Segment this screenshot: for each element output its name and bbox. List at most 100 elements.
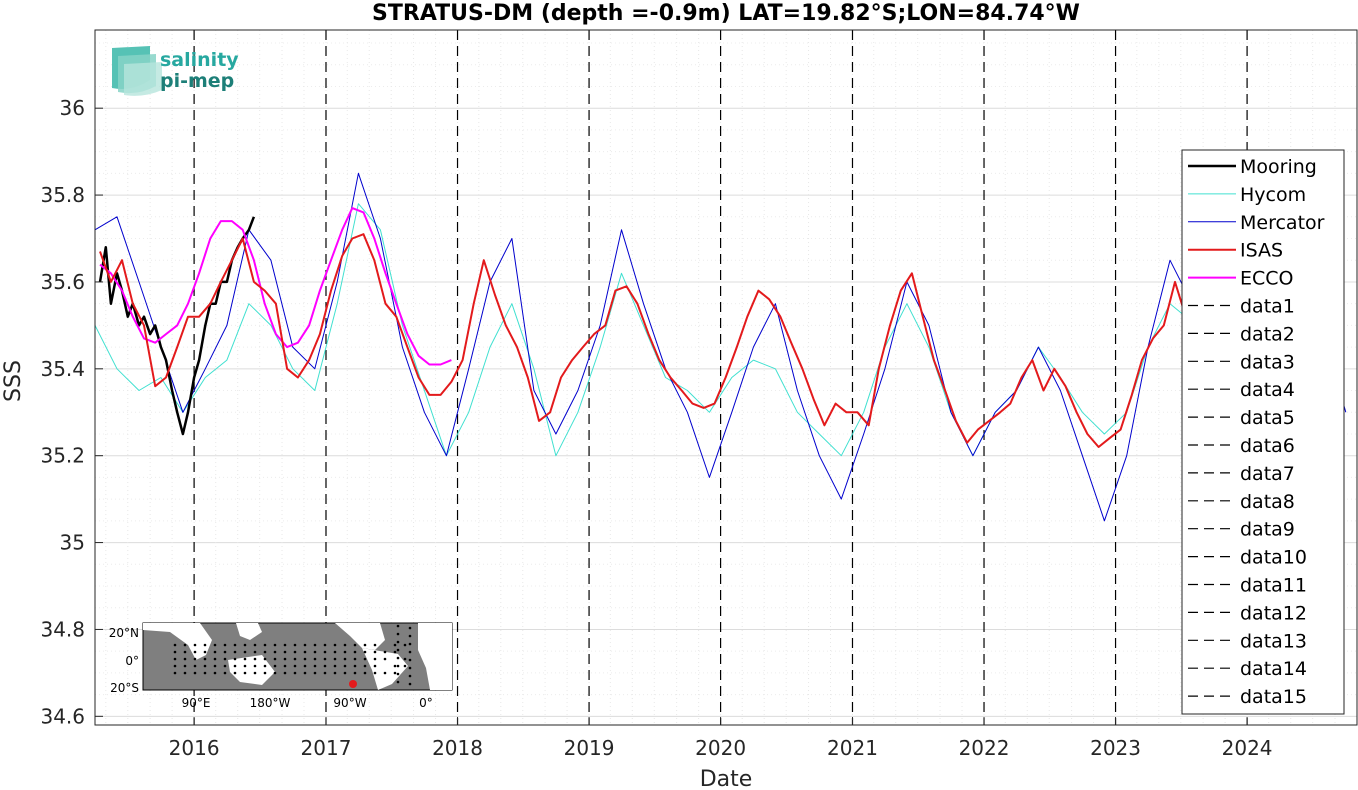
inset-dot	[383, 650, 387, 654]
logo-text-salinity: salinity	[160, 49, 239, 71]
inset-dot	[253, 650, 257, 654]
inset-dot	[363, 671, 367, 675]
inset-lat-label: 0°	[125, 654, 139, 668]
inset-dot	[323, 664, 327, 668]
inset-dot	[403, 664, 407, 668]
inset-dot	[323, 643, 327, 647]
inset-dot	[233, 671, 237, 675]
legend-label: Mooring	[1240, 156, 1317, 178]
inset-dot	[396, 656, 400, 660]
inset-dot	[183, 650, 187, 654]
inset-dot	[223, 643, 227, 647]
inset-dot	[293, 657, 297, 661]
inset-dot	[373, 671, 377, 675]
inset-dot	[273, 664, 277, 668]
inset-dot	[173, 657, 177, 661]
inset-dot	[193, 657, 197, 661]
inset-dot	[283, 657, 287, 661]
inset-dot	[396, 680, 400, 684]
inset-dot	[396, 632, 400, 636]
inset-dot	[313, 657, 317, 661]
inset-dot	[313, 671, 317, 675]
inset-dot	[408, 626, 412, 630]
inset-dot	[243, 664, 247, 668]
legend-label: data4	[1240, 379, 1295, 401]
inset-dot	[253, 671, 257, 675]
inset-dot	[408, 666, 412, 670]
inset-dot	[193, 664, 197, 668]
inset-dot	[293, 664, 297, 668]
inset-land-americas	[335, 623, 385, 650]
legend-label: data9	[1240, 519, 1295, 541]
inset-dot	[243, 643, 247, 647]
inset-dot	[233, 643, 237, 647]
logo-text-pi-mep: pi-mep	[160, 70, 234, 92]
inset-land-africa	[418, 623, 452, 690]
inset-dot	[243, 650, 247, 654]
inset-dot	[303, 671, 307, 675]
inset-dot	[193, 643, 197, 647]
inset-dot	[273, 650, 277, 654]
inset-dot	[343, 643, 347, 647]
inset-dot	[353, 643, 357, 647]
inset-dot	[393, 664, 397, 668]
inset-dot	[263, 643, 267, 647]
legend-label: data14	[1240, 658, 1307, 680]
legend-label: data5	[1240, 407, 1295, 429]
y-axis-label: SSS	[1, 360, 26, 402]
inset-dot	[203, 657, 207, 661]
x-tick-label: 2017	[301, 736, 352, 760]
inset-dot	[183, 657, 187, 661]
series-line-isas	[99, 233, 1187, 448]
y-tick-label: 35.8	[40, 183, 85, 207]
legend-label: data10	[1240, 547, 1307, 569]
inset-dot	[253, 643, 257, 647]
inset-dot	[263, 650, 267, 654]
inset-dot	[333, 650, 337, 654]
inset-dot	[203, 643, 207, 647]
inset-dot	[283, 650, 287, 654]
series-line-mooring	[98, 216, 256, 436]
plot-frame	[94, 29, 1358, 726]
inset-dot	[303, 664, 307, 668]
vertical-year-lines	[193, 30, 1248, 725]
legend-label: data12	[1240, 602, 1307, 624]
inset-dot	[253, 657, 257, 661]
inset-dot	[193, 650, 197, 654]
inset-dot	[313, 643, 317, 647]
inset-dot	[243, 671, 247, 675]
inset-dot	[253, 664, 257, 668]
inset-dot	[343, 650, 347, 654]
inset-dot	[373, 650, 377, 654]
legend-label: data11	[1240, 575, 1307, 597]
inset-dot	[373, 664, 377, 668]
legend-label: data8	[1240, 491, 1295, 513]
inset-dot	[363, 643, 367, 647]
inset-dot	[243, 657, 247, 661]
inset-dot	[403, 643, 407, 647]
legend-label: data7	[1240, 463, 1295, 485]
inset-dot	[173, 664, 177, 668]
inset-dot	[393, 650, 397, 654]
y-tick-label: 35.2	[40, 444, 85, 468]
inset-dot	[183, 671, 187, 675]
inset-dot	[323, 657, 327, 661]
inset-dot	[293, 650, 297, 654]
inset-dot	[393, 671, 397, 675]
inset-dot	[373, 657, 377, 661]
x-tick-label: 2023	[1090, 736, 1141, 760]
inset-dot	[183, 664, 187, 668]
y-tick-label: 36	[60, 96, 85, 120]
legend-label: Hycom	[1240, 184, 1306, 206]
inset-dot	[273, 671, 277, 675]
inset-dot	[213, 650, 217, 654]
inset-dot	[283, 671, 287, 675]
inset-dot	[363, 664, 367, 668]
inset-dot	[353, 650, 357, 654]
inset-dot	[293, 671, 297, 675]
inset-dot	[408, 674, 412, 678]
inset-dot	[343, 664, 347, 668]
inset-lon-label: 90°W	[333, 696, 366, 710]
chart-title: STRATUS-DM (depth =-0.9m) LAT=19.82°S;LO…	[372, 1, 1080, 26]
